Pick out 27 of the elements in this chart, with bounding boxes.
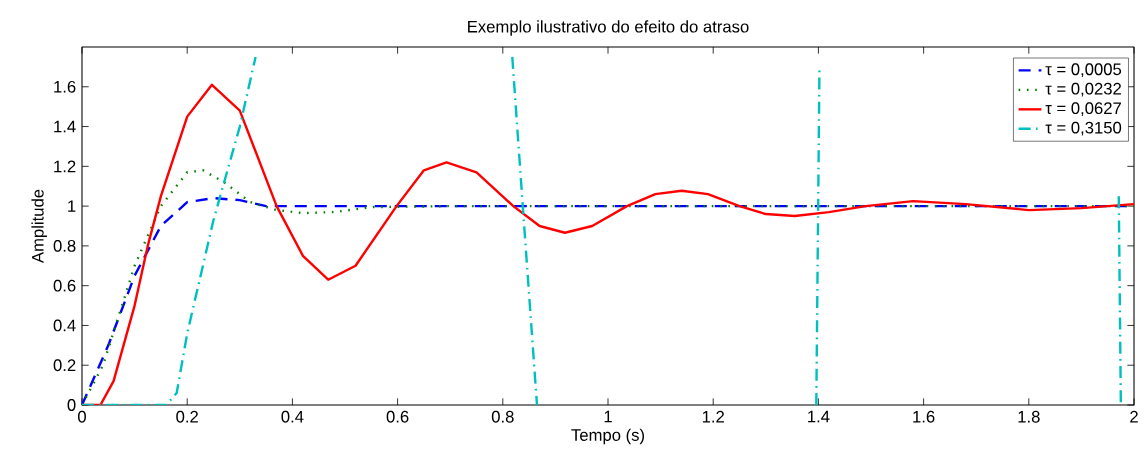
y-tick-label: 1 xyxy=(68,200,76,212)
y-tick-label: 0.4 xyxy=(53,319,76,332)
x-tick-label: 1.4 xyxy=(808,410,830,423)
x-tick-label: 0.2 xyxy=(176,410,198,423)
legend-label: τ = 0,0005 xyxy=(1045,63,1122,78)
x-tick-label: 1 xyxy=(604,410,612,423)
y-tick-label: 1.4 xyxy=(54,120,76,133)
x-tick-label: 1.8 xyxy=(1018,410,1040,423)
y-tick-label: 0.2 xyxy=(53,359,76,372)
x-tick-label: 2 xyxy=(1130,410,1138,423)
x-tick-label: 0.4 xyxy=(281,410,304,423)
x-tick-label: 1.2 xyxy=(702,410,724,423)
y-tick-label: 0.8 xyxy=(53,240,76,252)
legend-label: τ = 0,0627 xyxy=(1045,102,1121,117)
chart-title: Exemplo ilustrativo do efeito do atraso xyxy=(468,20,749,36)
y-axis-title: Amplitude xyxy=(31,189,47,264)
y-tick-label: 1.2 xyxy=(54,160,76,173)
legend-label: τ = 0,0232 xyxy=(1045,82,1121,97)
y-tick-label: 0.6 xyxy=(53,279,76,292)
x-tick-label: 0.6 xyxy=(386,410,409,423)
legend-label: τ = 0,3150 xyxy=(1045,121,1122,136)
x-tick-label: 0.8 xyxy=(491,410,514,423)
x-tick-label: 0 xyxy=(78,410,86,423)
y-tick-label: 0 xyxy=(67,399,76,411)
x-tick-label: 1.6 xyxy=(913,410,935,423)
x-axis-title: Tempo (s) xyxy=(571,428,644,445)
y-tick-label: 1.6 xyxy=(54,80,76,93)
